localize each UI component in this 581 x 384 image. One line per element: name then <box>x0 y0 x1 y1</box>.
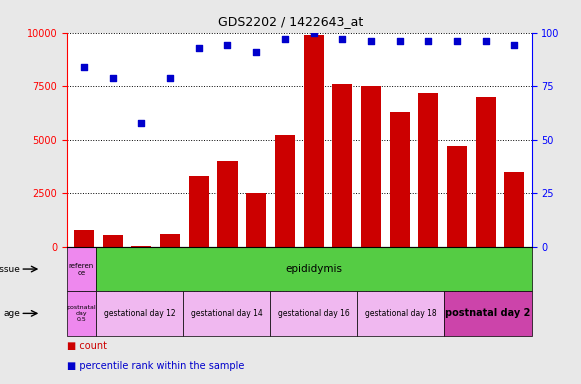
Bar <box>217 161 238 247</box>
Text: age: age <box>3 309 20 318</box>
Bar <box>189 176 209 247</box>
Text: gestational day 16: gestational day 16 <box>278 309 350 318</box>
Bar <box>303 35 324 247</box>
Bar <box>74 230 94 247</box>
Bar <box>246 193 266 247</box>
Point <box>453 38 462 44</box>
Bar <box>444 291 532 336</box>
Point <box>223 42 232 48</box>
Bar <box>275 136 295 247</box>
Bar <box>357 291 444 336</box>
Point <box>366 38 375 44</box>
Bar <box>476 97 496 247</box>
Point <box>338 36 347 42</box>
Bar <box>131 246 152 247</box>
Bar <box>67 247 96 291</box>
Point <box>481 38 490 44</box>
Point <box>252 49 261 55</box>
Text: GDS2202 / 1422643_at: GDS2202 / 1422643_at <box>218 15 363 28</box>
Bar <box>390 112 410 247</box>
Bar <box>504 172 525 247</box>
Point <box>395 38 404 44</box>
Text: tissue: tissue <box>0 265 20 273</box>
Point <box>424 38 433 44</box>
Bar <box>67 291 96 336</box>
Bar <box>183 291 270 336</box>
Text: ■ count: ■ count <box>67 341 107 351</box>
Point <box>80 64 89 70</box>
Bar <box>418 93 439 247</box>
Bar <box>332 84 352 247</box>
Bar <box>447 146 467 247</box>
Text: ■ percentile rank within the sample: ■ percentile rank within the sample <box>67 361 244 371</box>
Text: postnatal day 2: postnatal day 2 <box>446 308 530 318</box>
Point <box>510 42 519 48</box>
Bar <box>96 291 183 336</box>
Point <box>309 30 318 36</box>
Text: epididymis: epididymis <box>285 264 342 274</box>
Bar <box>160 234 180 247</box>
Point <box>108 74 117 81</box>
Bar <box>361 86 381 247</box>
Bar <box>103 235 123 247</box>
Point <box>137 119 146 126</box>
Point <box>280 36 289 42</box>
Point <box>166 74 175 81</box>
Text: gestational day 12: gestational day 12 <box>103 309 175 318</box>
Text: referen
ce: referen ce <box>69 263 94 276</box>
Text: postnatal
day
0.5: postnatal day 0.5 <box>67 305 96 322</box>
Bar <box>270 291 357 336</box>
Text: gestational day 14: gestational day 14 <box>191 309 263 318</box>
Point <box>194 45 203 51</box>
Text: gestational day 18: gestational day 18 <box>365 309 437 318</box>
